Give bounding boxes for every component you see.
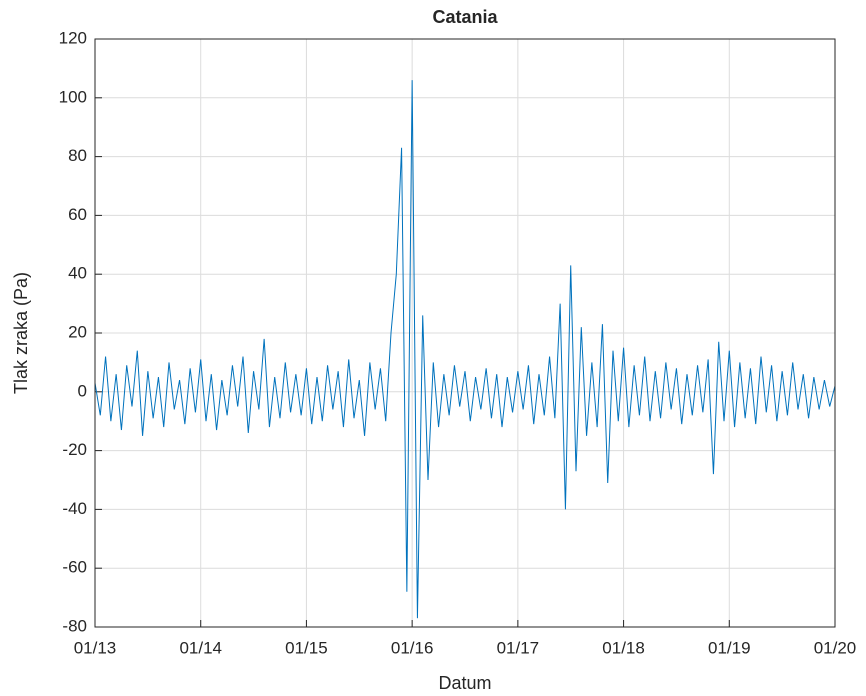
y-tick-label: 20 <box>68 322 87 341</box>
x-tick-label: 01/13 <box>74 638 117 657</box>
y-axis-label: Tlak zraka (Pa) <box>11 272 31 394</box>
y-tick-label: 80 <box>68 146 87 165</box>
x-tick-label: 01/14 <box>179 638 222 657</box>
data-line <box>94 80 836 619</box>
y-tick-label: 60 <box>68 205 87 224</box>
x-tick-label: 01/20 <box>814 638 857 657</box>
x-tick-label: 01/15 <box>285 638 328 657</box>
y-tick-label: 100 <box>59 87 87 106</box>
y-tick-label: 40 <box>68 264 87 283</box>
plot-frame <box>94 38 836 628</box>
x-axis-label: Datum <box>438 673 491 693</box>
x-tick-label: 01/18 <box>602 638 645 657</box>
y-tick-label: -80 <box>62 616 87 635</box>
y-tick-label: -20 <box>62 440 87 459</box>
x-tick-label: 01/16 <box>391 638 434 657</box>
y-tick-label: -60 <box>62 558 87 577</box>
y-tick-label: -40 <box>62 499 87 518</box>
x-tick-label: 01/19 <box>708 638 751 657</box>
chart-title: Catania <box>432 7 498 27</box>
x-tick-label: 01/17 <box>497 638 540 657</box>
y-tick-label: 0 <box>78 381 87 400</box>
y-tick-label: 120 <box>59 28 87 47</box>
